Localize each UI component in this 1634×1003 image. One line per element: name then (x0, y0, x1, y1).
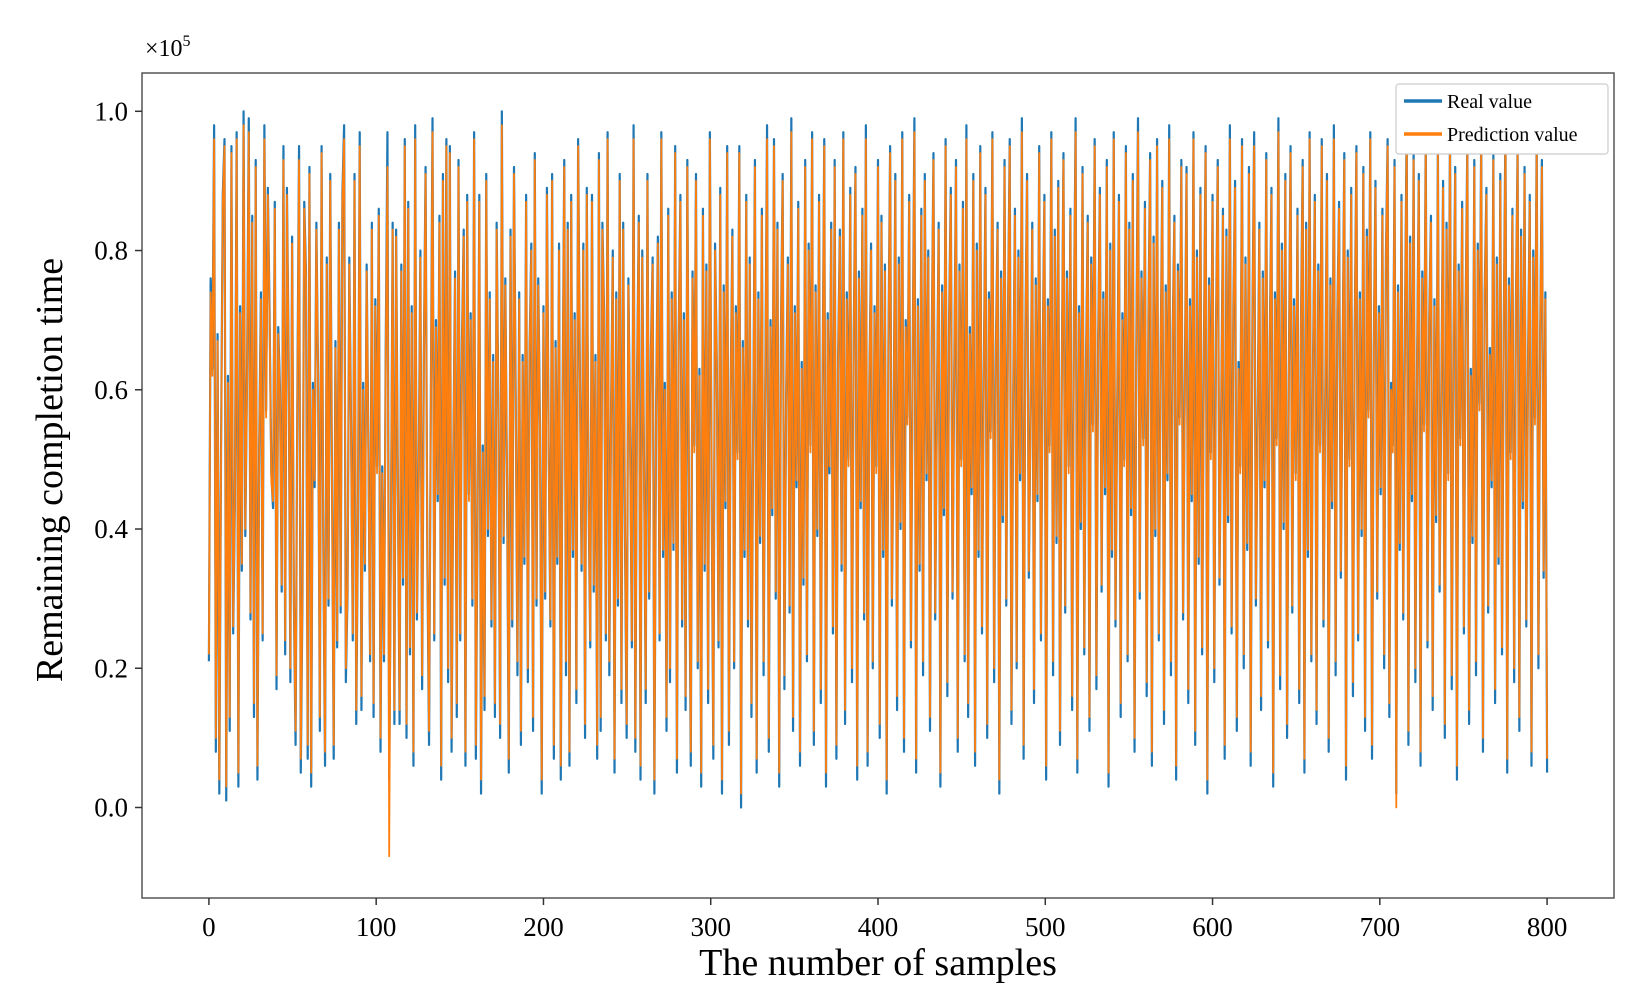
y-offset-text: ×105 (145, 33, 191, 62)
y-tick-label: 0.6 (94, 375, 128, 405)
y-tick-label: 0.2 (94, 653, 128, 683)
x-tick-label: 100 (356, 912, 397, 942)
y-axis: 0.0 0.2 0.4 0.6 0.8 1.0 (94, 96, 142, 822)
x-tick-label: 500 (1025, 912, 1066, 942)
legend-box (1395, 83, 1609, 155)
legend-label-prediction: Prediction value (1447, 124, 1578, 146)
y-offset-exponent: 5 (183, 33, 191, 50)
x-tick-label: 200 (523, 912, 564, 942)
y-tick-label: 0.4 (94, 514, 128, 544)
y-tick-label: 0.0 (94, 792, 128, 822)
y-offset-base: ×10 (145, 36, 183, 62)
x-tick-label: 300 (690, 912, 731, 942)
y-axis-title: Remaining completion time (29, 258, 71, 682)
x-tick-label: 600 (1192, 912, 1233, 942)
x-tick-label: 0 (202, 912, 216, 942)
x-axis-title: The number of samples (699, 942, 1057, 984)
series-line-prediction-value (208, 124, 1548, 858)
x-tick-label: 400 (858, 912, 899, 942)
legend-label-real: Real value (1447, 91, 1532, 113)
legend: Real value Prediction value (1395, 83, 1609, 155)
y-tick-label: 1.0 (94, 96, 128, 126)
series-layer (207, 110, 1549, 858)
x-tick-label: 800 (1527, 912, 1568, 942)
y-tick-label: 0.8 (94, 236, 128, 266)
x-tick-label: 700 (1360, 912, 1401, 942)
x-axis: 0 100 200 300 400 500 600 700 800 (202, 898, 1567, 942)
